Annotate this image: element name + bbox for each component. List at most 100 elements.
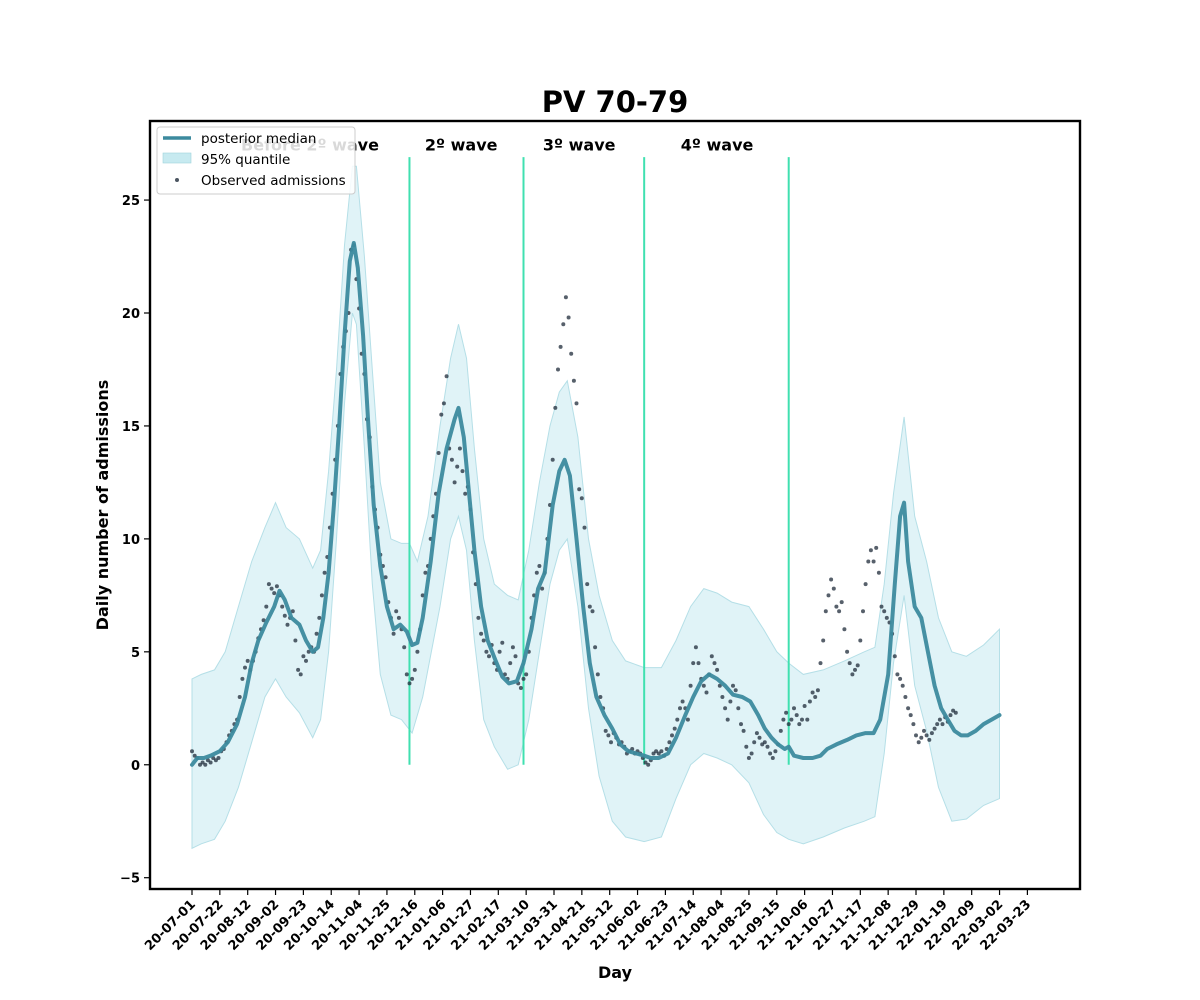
observed-point	[754, 731, 759, 736]
observed-point	[900, 683, 905, 688]
observed-point	[659, 749, 664, 754]
observed-point	[810, 690, 815, 695]
observed-point	[213, 758, 218, 763]
observed-point	[476, 615, 481, 620]
observed-point	[908, 713, 913, 718]
observed-point	[807, 699, 812, 704]
observed-point	[407, 681, 412, 686]
observed-point	[383, 575, 388, 580]
observed-point	[301, 654, 306, 659]
observed-point	[850, 672, 855, 677]
observed-point	[603, 728, 608, 733]
observed-point	[521, 676, 526, 681]
observed-point	[590, 609, 595, 614]
observed-point	[733, 688, 738, 693]
observed-point	[593, 645, 598, 650]
observed-point	[571, 378, 576, 383]
observed-point	[460, 469, 465, 474]
observed-point	[537, 564, 542, 568]
observed-point	[797, 722, 802, 727]
observed-point	[646, 762, 651, 767]
observed-point	[550, 457, 555, 462]
observed-point	[540, 586, 545, 591]
observed-point	[725, 717, 730, 722]
observed-point	[861, 609, 865, 614]
observed-point	[821, 638, 826, 643]
wave-label-2: 2º wave	[425, 135, 498, 154]
observed-point	[190, 749, 194, 754]
observed-point	[770, 756, 775, 760]
observed-point	[479, 631, 484, 636]
observed-point	[200, 760, 205, 765]
median-layer	[190, 241, 1002, 767]
observed-point	[717, 683, 722, 688]
observed-point	[282, 613, 287, 618]
observed-point	[243, 665, 247, 670]
plot-frame	[148, 119, 1082, 891]
observed-point	[731, 683, 735, 688]
observed-point	[410, 676, 415, 681]
observed-point	[866, 559, 871, 564]
observed-point	[898, 676, 903, 681]
observed-point	[261, 618, 266, 623]
observed-point	[789, 717, 794, 722]
observed-point	[585, 582, 590, 587]
observed-point	[436, 451, 441, 455]
observed-point	[487, 654, 491, 659]
legend-band-swatch	[162, 152, 192, 164]
observed-point	[892, 654, 897, 659]
observed-point	[595, 672, 600, 677]
observed-point	[290, 609, 295, 614]
observed-point	[192, 753, 197, 758]
observed-point	[524, 672, 529, 677]
legend-band-label: 95% quantile	[201, 152, 290, 168]
observed-point	[823, 609, 828, 614]
observed-point	[208, 760, 213, 765]
observed-point	[574, 401, 579, 406]
observed-point	[834, 604, 839, 609]
observed-point	[778, 728, 783, 733]
observed-point	[566, 315, 571, 320]
observed-point	[298, 672, 303, 677]
observed-point	[563, 295, 568, 300]
y-tick-label: 5	[131, 646, 140, 661]
observed-point	[911, 722, 916, 727]
observed-point	[932, 726, 937, 731]
observed-point	[685, 717, 690, 722]
observed-point	[396, 615, 401, 620]
observed-point	[553, 405, 558, 410]
observed-point	[792, 706, 796, 711]
observed-point	[919, 735, 924, 740]
observed-point	[895, 672, 900, 677]
observed-point	[691, 661, 696, 666]
observed-point	[654, 749, 659, 754]
observed-point	[951, 708, 956, 713]
observed-point	[497, 649, 502, 654]
observed-point	[693, 645, 698, 650]
observed-point	[922, 728, 926, 733]
observed-point	[786, 722, 791, 727]
observed-point	[871, 559, 876, 564]
observed-point	[805, 717, 810, 722]
observed-point	[587, 604, 592, 609]
observed-point	[314, 631, 319, 636]
observed-point	[558, 344, 563, 349]
observed-point	[906, 706, 911, 711]
observed-point	[463, 491, 468, 496]
observed-point	[739, 722, 743, 727]
observed-point	[874, 545, 879, 550]
y-tick-label: 25	[122, 194, 140, 209]
observed-point	[272, 591, 277, 596]
observed-point	[903, 695, 908, 699]
observed-point	[715, 667, 720, 672]
observed-point	[781, 717, 786, 722]
observed-point	[882, 609, 887, 614]
observed-point	[948, 713, 953, 718]
observed-point	[444, 374, 449, 379]
observed-point	[688, 683, 693, 688]
observed-point	[678, 706, 682, 711]
observed-point	[609, 740, 613, 745]
observed-point	[914, 733, 918, 738]
observed-point	[709, 654, 714, 659]
